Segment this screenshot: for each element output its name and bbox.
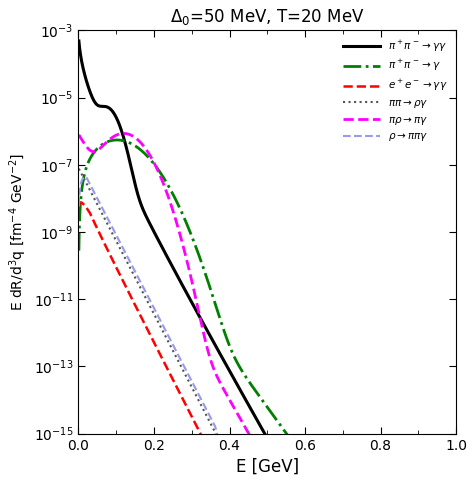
$\rho \to \pi\pi\gamma$: [213, 425, 219, 430]
Line: $\pi\pi \to \rho\gamma$: $\pi\pi \to \rho\gamma$: [79, 169, 456, 467]
$\pi\pi \to \rho\gamma$: [95, 202, 100, 208]
Line: $\pi^+\pi^- \to \gamma$: $\pi^+\pi^- \to \gamma$: [79, 140, 456, 467]
$\pi^+\pi^- \to \gamma\gamma$: [281, 464, 286, 470]
$\pi^+\pi^- \to \gamma\gamma$: [453, 464, 459, 470]
Line: $e^+e^- \to \gamma\gamma$: $e^+e^- \to \gamma\gamma$: [79, 202, 456, 467]
$\pi\rho \to \pi\gamma$: [453, 464, 459, 470]
$\pi^+\pi^- \to \gamma\gamma$: [316, 464, 321, 470]
$\pi\rho \to \pi\gamma$: [265, 464, 271, 470]
$\rho \to \pi\pi\gamma$: [95, 197, 100, 202]
$\pi\pi \to \rho\gamma$: [376, 464, 382, 470]
$\pi^+\pi^- \to \gamma\gamma$: [299, 464, 305, 470]
$\pi^+\pi^- \to \gamma$: [453, 464, 459, 470]
$\rho \to \pi\pi\gamma$: [76, 204, 82, 210]
Line: $\pi\rho \to \pi\gamma$: $\pi\rho \to \pi\gamma$: [79, 133, 456, 467]
$\rho \to \pi\pi\gamma$: [219, 464, 224, 470]
$e^+e^- \to \gamma\gamma$: [376, 464, 382, 470]
$\pi^+\pi^- \to \gamma\gamma$: [95, 102, 100, 108]
$\pi\rho \to \pi\gamma$: [95, 147, 100, 153]
$e^+e^- \to \gamma\gamma$: [453, 464, 459, 470]
$\pi\rho \to \pi\gamma$: [356, 464, 362, 470]
$\rho \to \pi\pi\gamma$: [453, 464, 459, 470]
Line: $\pi^+\pi^- \to \gamma\gamma$: $\pi^+\pi^- \to \gamma\gamma$: [79, 41, 456, 467]
$\pi^+\pi^- \to \gamma$: [299, 452, 305, 458]
$\pi\pi \to \rho\gamma$: [356, 464, 361, 470]
$\pi\pi \to \rho\gamma$: [453, 464, 459, 470]
$\rho \to \pi\pi\gamma$: [316, 464, 321, 470]
$\pi^+\pi^- \to \gamma$: [356, 464, 362, 470]
$\pi^+\pi^- \to \gamma$: [308, 464, 314, 470]
$\pi^+\pi^- \to \gamma\gamma$: [356, 464, 361, 470]
Title: $\Delta_0$=50 MeV, T=20 MeV: $\Delta_0$=50 MeV, T=20 MeV: [170, 7, 365, 27]
$e^+e^- \to \gamma\gamma$: [95, 227, 100, 233]
$e^+e^- \to \gamma\gamma$: [78, 199, 83, 205]
$\pi^+\pi^- \to \gamma\gamma$: [212, 342, 218, 348]
$\pi\rho \to \pi\gamma$: [121, 130, 127, 136]
$\pi\rho \to \pi\gamma$: [76, 132, 82, 138]
$\pi^+\pi^- \to \gamma$: [114, 137, 120, 143]
$\pi\pi \to \rho\gamma$: [212, 430, 218, 436]
X-axis label: E [GeV]: E [GeV]: [236, 458, 299, 476]
$\rho \to \pi\pi\gamma$: [83, 174, 89, 180]
$e^+e^- \to \gamma\gamma$: [76, 204, 82, 210]
Y-axis label: E dR/d$^3$q [fm$^{-4}$ GeV$^{-2}$]: E dR/d$^3$q [fm$^{-4}$ GeV$^{-2}$]: [7, 153, 28, 311]
Line: $\rho \to \pi\pi\gamma$: $\rho \to \pi\pi\gamma$: [79, 177, 456, 467]
$e^+e^- \to \gamma\gamma$: [206, 464, 212, 470]
$e^+e^- \to \gamma\gamma$: [356, 464, 362, 470]
$\pi\rho \to \pi\gamma$: [316, 464, 321, 470]
$\pi\pi \to \rho\gamma$: [299, 464, 305, 470]
$\pi\pi \to \rho\gamma$: [76, 166, 82, 171]
$\rho \to \pi\pi\gamma$: [299, 464, 305, 470]
$\pi\rho \to \pi\gamma$: [299, 464, 305, 470]
$\pi^+\pi^- \to \gamma$: [76, 248, 82, 254]
$\pi\rho \to \pi\gamma$: [376, 464, 382, 470]
$\pi\pi \to \rho\gamma$: [316, 464, 321, 470]
$\pi^+\pi^- \to \gamma$: [376, 464, 382, 470]
$\pi\pi \to \rho\gamma$: [218, 464, 223, 470]
$\pi^+\pi^- \to \gamma\gamma$: [76, 38, 82, 44]
$e^+e^- \to \gamma\gamma$: [316, 464, 321, 470]
$\pi^+\pi^- \to \gamma$: [95, 145, 100, 151]
Legend: $\pi^+\pi^- \to \gamma\gamma$, $\pi^+\pi^- \to \gamma$, $e^+e^- \to \gamma\gamma: $\pi^+\pi^- \to \gamma\gamma$, $\pi^+\pi…: [340, 35, 451, 146]
$\pi^+\pi^- \to \gamma$: [316, 464, 321, 470]
$\pi^+\pi^- \to \gamma\gamma$: [376, 464, 382, 470]
$\rho \to \pi\pi\gamma$: [356, 464, 362, 470]
$e^+e^- \to \gamma\gamma$: [299, 464, 305, 470]
$\pi\rho \to \pi\gamma$: [213, 370, 219, 376]
$\rho \to \pi\pi\gamma$: [376, 464, 382, 470]
$e^+e^- \to \gamma\gamma$: [213, 464, 219, 470]
$\pi^+\pi^- \to \gamma$: [213, 302, 219, 308]
